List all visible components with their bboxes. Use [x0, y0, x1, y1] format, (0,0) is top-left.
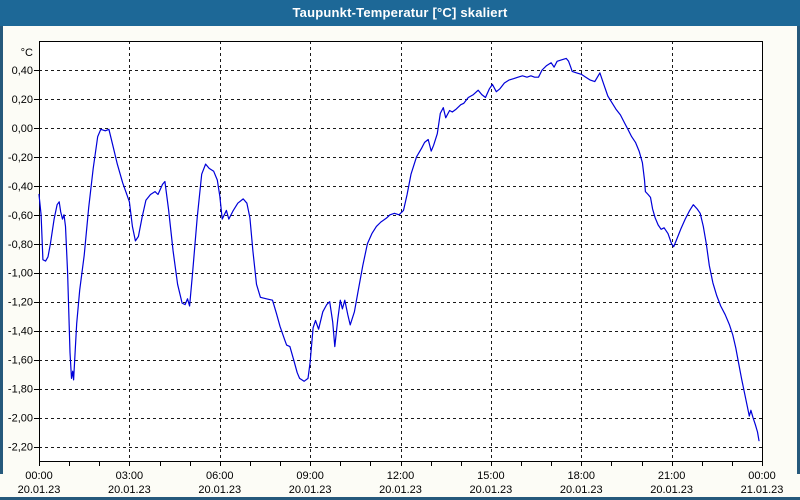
y-tick-label: -2,00: [8, 413, 33, 425]
window-titlebar: Taupunkt-Temperatur [°C] skaliert: [0, 0, 800, 26]
y-axis-unit-label: °C: [21, 47, 33, 59]
y-tick-label: -0,60: [8, 210, 33, 222]
x-tick-date-label: 21.01.23: [741, 484, 784, 496]
x-tick-date-label: 20.01.23: [108, 484, 151, 496]
dewpoint-line-chart: °C 0,40 0,20 0,00 -0,20 -0,40 -0,60 -0,80 -1,00 -…: [8, 41, 784, 496]
x-tick-date-label: 20.01.23: [18, 484, 61, 496]
x-tick-time-label: 00:00: [748, 470, 776, 482]
data-line-taupunkt-temperatur: [38, 57, 760, 442]
x-tick-time-label: 00:00: [25, 470, 53, 482]
x-tick-date-label: 20.01.23: [560, 484, 603, 496]
axis-ticks: [34, 70, 763, 466]
y-tick-label: -2,20: [8, 442, 33, 454]
plot-background: [39, 41, 762, 461]
y-tick-label: -0,20: [8, 152, 33, 164]
x-tick-time-label: 15:00: [477, 470, 505, 482]
x-tick-time-label: 06:00: [206, 470, 234, 482]
x-tick-time-label: 09:00: [296, 470, 324, 482]
window-title: Taupunkt-Temperatur [°C] skaliert: [292, 5, 508, 20]
gridlines: [39, 41, 762, 461]
y-tick-label: 0,00: [12, 123, 33, 135]
y-tick-label: -0,80: [8, 239, 33, 251]
chart-area: °C 0,40 0,20 0,00 -0,20 -0,40 -0,60 -0,80 -1,00 -…: [0, 26, 800, 500]
x-tick-time-label: 18:00: [567, 470, 595, 482]
x-tick-time-label: 12:00: [387, 470, 415, 482]
y-tick-label: -1,80: [8, 384, 33, 396]
x-tick-date-label: 20.01.23: [379, 484, 422, 496]
y-tick-label: -1,00: [8, 268, 33, 280]
window-border-right: [797, 26, 800, 474]
y-axis-labels: °C 0,40 0,20 0,00 -0,20 -0,40 -0,60 -0,80 -1,00 -…: [8, 47, 33, 454]
window-border-left: [0, 26, 3, 474]
y-tick-label: -1,20: [8, 297, 33, 309]
y-tick-label: 0,20: [12, 94, 33, 106]
y-tick-label: -1,60: [8, 355, 33, 367]
x-tick-date-label: 20.01.23: [198, 484, 241, 496]
x-tick-time-label: 21:00: [658, 470, 686, 482]
x-tick-date-label: 20.01.23: [650, 484, 693, 496]
y-tick-label: -1,40: [8, 326, 33, 338]
y-tick-label: 0,40: [12, 65, 33, 77]
x-tick-date-label: 20.01.23: [289, 484, 332, 496]
window-border-bottom: [0, 497, 800, 500]
x-tick-date-label: 20.01.23: [469, 484, 512, 496]
x-tick-time-label: 03:00: [116, 470, 144, 482]
y-tick-label: -0,40: [8, 181, 33, 193]
x-axis-labels: 00:00 20.01.23 03:00 20.01.23 06:00 20.01.23 0…: [18, 470, 784, 496]
